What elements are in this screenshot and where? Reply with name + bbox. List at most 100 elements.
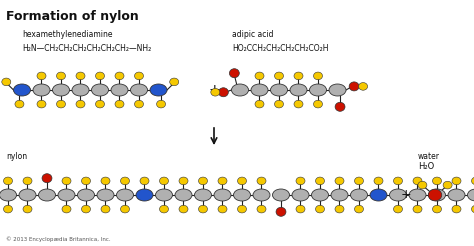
Ellipse shape xyxy=(253,189,270,201)
Ellipse shape xyxy=(370,189,387,201)
Ellipse shape xyxy=(313,72,322,80)
Ellipse shape xyxy=(72,84,89,96)
Ellipse shape xyxy=(95,72,104,80)
Ellipse shape xyxy=(155,189,173,201)
Ellipse shape xyxy=(62,177,71,185)
Text: hexamethylenediamine: hexamethylenediamine xyxy=(22,30,112,39)
Ellipse shape xyxy=(418,181,427,189)
Ellipse shape xyxy=(237,205,246,213)
Ellipse shape xyxy=(3,205,12,213)
Text: water: water xyxy=(418,152,440,161)
Ellipse shape xyxy=(218,177,227,185)
Ellipse shape xyxy=(335,177,344,185)
Ellipse shape xyxy=(37,100,46,108)
Ellipse shape xyxy=(355,205,364,213)
Ellipse shape xyxy=(472,205,474,213)
Ellipse shape xyxy=(316,205,325,213)
Ellipse shape xyxy=(115,72,124,80)
Ellipse shape xyxy=(179,205,188,213)
Ellipse shape xyxy=(292,189,309,201)
Ellipse shape xyxy=(95,100,104,108)
Ellipse shape xyxy=(276,207,286,216)
Text: H₂O: H₂O xyxy=(418,162,434,171)
Ellipse shape xyxy=(78,189,94,201)
Text: © 2013 Encyclopædia Britannica, Inc.: © 2013 Encyclopædia Britannica, Inc. xyxy=(6,236,110,242)
Ellipse shape xyxy=(255,100,264,108)
Text: H₂N—CH₂CH₂CH₂CH₂CH₂CH₂—NH₂: H₂N—CH₂CH₂CH₂CH₂CH₂CH₂—NH₂ xyxy=(22,44,151,53)
Text: Formation of nylon: Formation of nylon xyxy=(6,10,139,23)
Ellipse shape xyxy=(76,100,85,108)
Ellipse shape xyxy=(452,177,461,185)
Ellipse shape xyxy=(156,100,165,108)
Ellipse shape xyxy=(335,102,345,111)
Text: nylon: nylon xyxy=(6,152,27,161)
Ellipse shape xyxy=(199,177,208,185)
Ellipse shape xyxy=(76,72,85,80)
Ellipse shape xyxy=(413,205,422,213)
Ellipse shape xyxy=(33,84,50,96)
Ellipse shape xyxy=(194,189,211,201)
Ellipse shape xyxy=(294,72,303,80)
Ellipse shape xyxy=(38,189,55,201)
Text: adipic acid: adipic acid xyxy=(232,30,273,39)
Ellipse shape xyxy=(274,100,283,108)
Ellipse shape xyxy=(335,205,344,213)
Ellipse shape xyxy=(329,84,346,96)
Ellipse shape xyxy=(101,205,110,213)
Ellipse shape xyxy=(56,100,65,108)
Ellipse shape xyxy=(274,72,283,80)
Ellipse shape xyxy=(115,100,124,108)
Ellipse shape xyxy=(359,83,368,90)
Ellipse shape xyxy=(313,100,322,108)
Ellipse shape xyxy=(15,100,24,108)
Ellipse shape xyxy=(136,189,153,201)
Ellipse shape xyxy=(393,205,402,213)
Ellipse shape xyxy=(130,84,147,96)
Ellipse shape xyxy=(432,205,441,213)
Ellipse shape xyxy=(331,189,348,201)
Ellipse shape xyxy=(23,177,32,185)
Ellipse shape xyxy=(467,189,474,201)
Ellipse shape xyxy=(231,84,248,96)
Ellipse shape xyxy=(311,189,328,201)
Ellipse shape xyxy=(120,205,129,213)
Text: +: + xyxy=(401,188,411,201)
Ellipse shape xyxy=(218,205,227,213)
Ellipse shape xyxy=(111,84,128,96)
Ellipse shape xyxy=(150,84,167,96)
Ellipse shape xyxy=(234,189,250,201)
Ellipse shape xyxy=(62,205,71,213)
Ellipse shape xyxy=(452,205,461,213)
Ellipse shape xyxy=(432,177,441,185)
Ellipse shape xyxy=(117,189,134,201)
Ellipse shape xyxy=(37,72,46,80)
Ellipse shape xyxy=(135,100,144,108)
Ellipse shape xyxy=(135,72,144,80)
Ellipse shape xyxy=(251,84,268,96)
Ellipse shape xyxy=(296,177,305,185)
Ellipse shape xyxy=(257,177,266,185)
Ellipse shape xyxy=(237,177,246,185)
Ellipse shape xyxy=(219,88,228,97)
Ellipse shape xyxy=(349,82,359,91)
Ellipse shape xyxy=(2,78,11,86)
Ellipse shape xyxy=(296,205,305,213)
Ellipse shape xyxy=(91,84,109,96)
Ellipse shape xyxy=(310,84,327,96)
Ellipse shape xyxy=(170,78,179,86)
Ellipse shape xyxy=(42,174,52,183)
Ellipse shape xyxy=(428,189,446,201)
Ellipse shape xyxy=(97,189,114,201)
Ellipse shape xyxy=(271,84,288,96)
Ellipse shape xyxy=(19,189,36,201)
Ellipse shape xyxy=(199,205,208,213)
Ellipse shape xyxy=(179,177,188,185)
Ellipse shape xyxy=(3,177,12,185)
Ellipse shape xyxy=(273,189,290,201)
Ellipse shape xyxy=(428,189,442,201)
Ellipse shape xyxy=(159,177,168,185)
Ellipse shape xyxy=(390,189,407,201)
Ellipse shape xyxy=(214,189,231,201)
Ellipse shape xyxy=(316,177,325,185)
Ellipse shape xyxy=(0,189,17,201)
